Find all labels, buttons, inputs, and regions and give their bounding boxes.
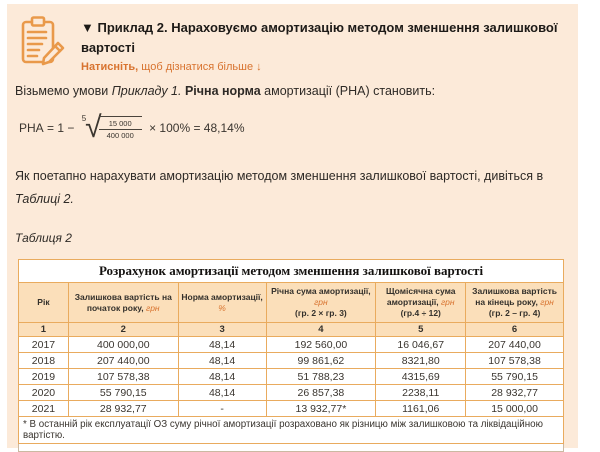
table-cell: 55 790,15 (465, 368, 564, 386)
table-row: 2017 400 000,00 48,14 192 560,00 16 046,67 20… (18, 336, 564, 354)
amortization-table: Розрахунок амортизації методом зменшення… (18, 259, 564, 452)
table-cell: 16 046,67 (375, 336, 467, 354)
example-header: ▼ Приклад 2. Нараховуємо амортизацію мет… (11, 14, 574, 73)
table-cell: 107 578,38 (465, 352, 564, 370)
article-panel: ▼ Приклад 2. Нараховуємо амортизацію мет… (7, 4, 578, 452)
table-cell: 1161,06 (375, 400, 467, 418)
table-cell: 55 790,15 (67, 384, 179, 402)
table-cell: 2238,11 (375, 384, 467, 402)
column-header: Норма амортизації, % (177, 282, 267, 324)
fraction: 15 000 400 000 (98, 115, 142, 140)
column-header: Залишкова вартість на кінець року, грн (г… (465, 282, 564, 324)
column-header: Залишкова вартість на початок року, грн (67, 282, 179, 324)
table-cell: 192 560,00 (265, 336, 377, 354)
table-cell: 48,14 (177, 352, 267, 370)
column-number: 1 (18, 322, 69, 338)
example-header-text: ▼ Приклад 2. Нараховуємо амортизацію мет… (81, 14, 561, 73)
table-cell: 48,14 (177, 384, 267, 402)
table-cell: 26 857,38 (265, 384, 377, 402)
table-header-row: Рік Залишкова вартість на початок року, г… (18, 282, 564, 324)
table-cell: 2019 (18, 368, 69, 386)
table-cell: 400 000,00 (67, 336, 179, 354)
table-cell: 99 861,62 (265, 352, 377, 370)
table-title: Розрахунок амортизації методом зменшення… (18, 259, 564, 284)
table-cell: 2021 (18, 400, 69, 418)
column-number: 6 (465, 322, 564, 338)
root-expression: 5 √ 15 000 400 000 (82, 110, 142, 144)
intro-paragraph: Візьмемо умови Прикладу 1. Річна норма а… (15, 84, 436, 99)
column-header: Річна сума амортизації, грн (гр. 2 × гр. … (265, 282, 377, 324)
table-row: 2021 28 932,77-13 932,77* 1161,06 15 000,00 (18, 400, 564, 418)
table-cell: 207 440,00 (465, 336, 564, 354)
table-cell: 207 440,00 (67, 352, 179, 370)
column-header: Щомісячна сума амортизації, грн (гр.4 ÷ 1… (375, 282, 467, 324)
example-title[interactable]: ▼ Приклад 2. Нараховуємо амортизацію мет… (81, 20, 558, 56)
column-number: 2 (67, 322, 179, 338)
table-footnote: * В останній рік експлуатації ОЗ суму рі… (18, 416, 564, 445)
table-empty-row (18, 443, 564, 452)
table-cell: 28 932,77 (67, 400, 179, 418)
table-cell: 2018 (18, 352, 69, 370)
column-header: Рік (18, 282, 69, 324)
radical-sign: √ (85, 110, 102, 144)
table-caption: Таблиця 2 (15, 231, 72, 246)
clipboard-pencil-icon (15, 14, 69, 73)
table-row: 2019 107 578,38 48,14 51 788,23 4315,69 55 79… (18, 368, 564, 386)
table-cell: 4315,69 (375, 368, 467, 386)
rha-formula: РНА = 1 − 5 √ 15 000 400 000 × 100% = 48… (19, 110, 245, 144)
table-row: 2018 207 440,00 48,14 99 861,62 8321,80 107 5… (18, 352, 564, 370)
table-cell: 8321,80 (375, 352, 467, 370)
column-number: 4 (265, 322, 377, 338)
table-cell: 13 932,77* (265, 400, 377, 418)
instruction-paragraph: Як поетапно нарахувати амортизацію метод… (15, 168, 544, 206)
column-number: 3 (177, 322, 267, 338)
table-cell: 2017 (18, 336, 69, 354)
table-cell: 28 932,77 (465, 384, 564, 402)
table-cell: 51 788,23 (265, 368, 377, 386)
table-cell: 107 578,38 (67, 368, 179, 386)
table-footnote-row: * В останній рік експлуатації ОЗ суму рі… (18, 416, 564, 445)
expand-more-link[interactable]: Натисніть, щоб дізнатися більше ↓ (81, 61, 262, 74)
column-number: 5 (375, 322, 467, 338)
table-title-row: Розрахунок амортизації методом зменшення… (18, 259, 564, 284)
table-row: 2020 55 790,15 48,14 26 857,38 2238,11 28 932… (18, 384, 564, 402)
table-cell: 48,14 (177, 336, 267, 354)
collapse-arrow-icon: ▼ (81, 20, 94, 35)
table-cell: - (177, 400, 267, 418)
table-cell: 2020 (18, 384, 69, 402)
table-cell: 48,14 (177, 368, 267, 386)
table-cell: 15 000,00 (465, 400, 564, 418)
